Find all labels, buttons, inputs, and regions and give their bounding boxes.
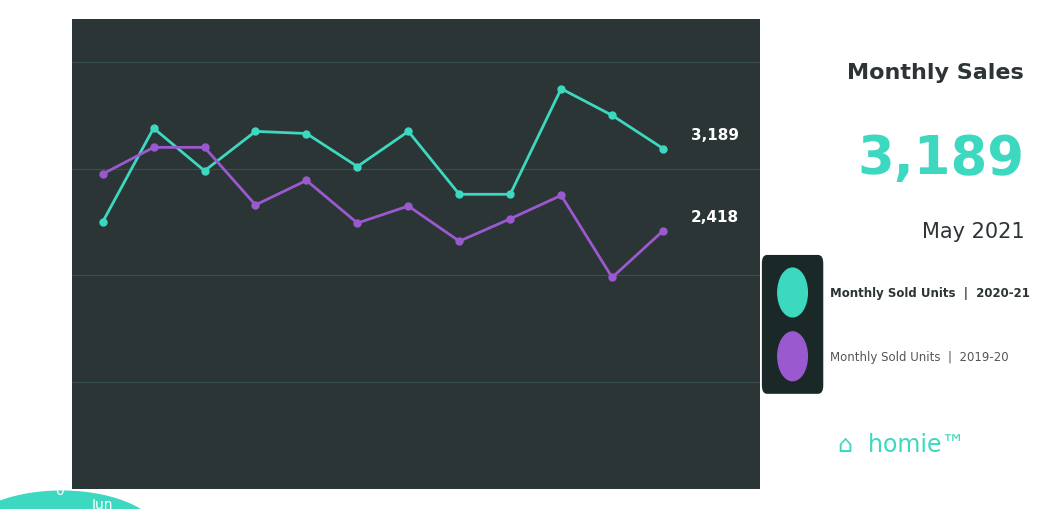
Text: 2,418: 2,418: [691, 210, 739, 225]
Text: ⌂  homie™: ⌂ homie™: [838, 432, 966, 456]
FancyBboxPatch shape: [762, 256, 824, 394]
Circle shape: [778, 269, 808, 317]
Text: May 2021: May 2021: [921, 222, 1024, 242]
Text: 3,189: 3,189: [691, 128, 739, 143]
Text: 3,189: 3,189: [858, 133, 1024, 185]
Text: Monthly Sold Units  |  2020-21: Monthly Sold Units | 2020-21: [830, 287, 1029, 299]
Text: Monthly Sold Units  |  2019-20: Monthly Sold Units | 2019-20: [830, 350, 1008, 363]
Text: Monthly Sales: Monthly Sales: [847, 63, 1024, 82]
Circle shape: [778, 332, 808, 381]
